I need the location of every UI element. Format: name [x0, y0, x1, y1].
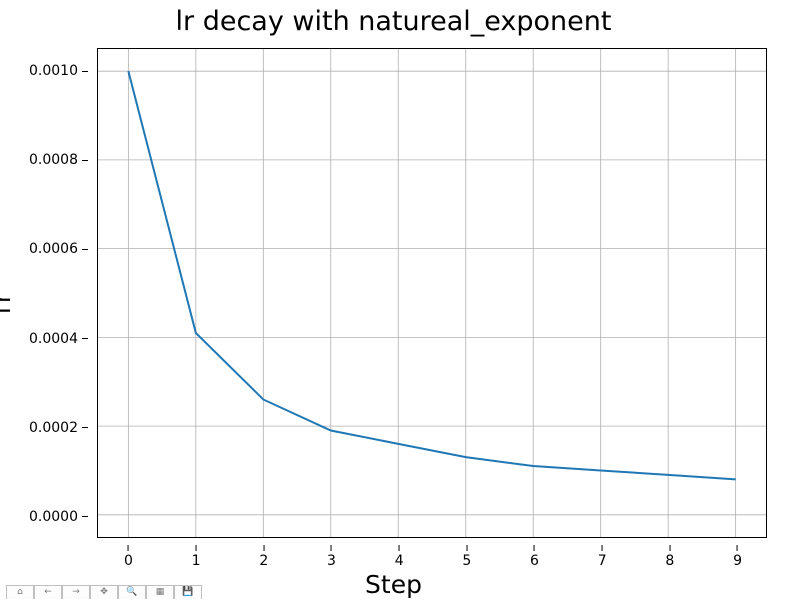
y-tick: 0.0002: [29, 420, 98, 436]
x-tick: 1: [192, 537, 201, 569]
x-tick: 8: [665, 537, 674, 569]
pan-button[interactable]: ✥: [90, 585, 118, 599]
save-button[interactable]: 💾: [174, 585, 202, 599]
x-tick: 2: [259, 537, 268, 569]
x-tick: 9: [733, 537, 742, 569]
y-axis-label-text: lr: [0, 289, 17, 314]
line-svg: [98, 49, 766, 537]
chart-title: lr decay with natureal_exponent: [0, 6, 787, 37]
chart-container: lr decay with natureal_exponent lr 01234…: [0, 0, 787, 603]
home-button[interactable]: ⌂: [6, 585, 34, 599]
y-tick: 0.0006: [29, 241, 98, 257]
x-tick: 0: [124, 537, 133, 569]
x-tick: 5: [462, 537, 471, 569]
x-tick: 4: [395, 537, 404, 569]
x-tick: 3: [327, 537, 336, 569]
data-line: [128, 71, 735, 479]
y-tick: 0.0010: [29, 63, 98, 79]
back-button[interactable]: ←: [34, 585, 62, 599]
y-tick: 0.0000: [29, 509, 98, 525]
x-tick: 7: [598, 537, 607, 569]
forward-button[interactable]: →: [62, 585, 90, 599]
subplots-button[interactable]: ▦: [146, 585, 174, 599]
y-tick: 0.0004: [29, 331, 98, 347]
zoom-button[interactable]: 🔍: [118, 585, 146, 599]
y-tick: 0.0008: [29, 152, 98, 168]
y-axis-label: lr: [0, 0, 12, 603]
plot-area: 01234567890.00000.00020.00040.00060.0008…: [97, 48, 767, 538]
x-tick: 6: [530, 537, 539, 569]
matplotlib-toolbar: ⌂←→✥🔍▦💾: [6, 585, 202, 603]
